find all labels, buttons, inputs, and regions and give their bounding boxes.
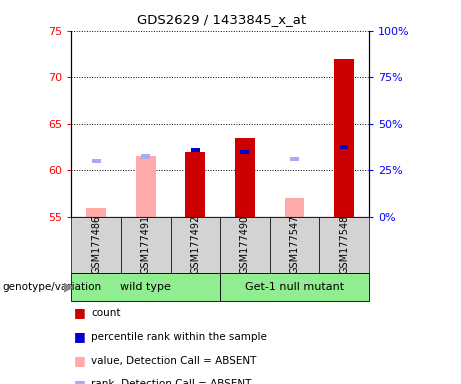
- Text: GSM177490: GSM177490: [240, 215, 250, 274]
- Text: ▶: ▶: [64, 281, 73, 293]
- Bar: [241, 150, 249, 154]
- Text: genotype/variation: genotype/variation: [2, 282, 101, 292]
- Bar: [235, 138, 255, 217]
- Bar: [284, 199, 304, 217]
- Text: percentile rank within the sample: percentile rank within the sample: [91, 332, 267, 342]
- Text: GDS2629 / 1433845_x_at: GDS2629 / 1433845_x_at: [137, 13, 306, 26]
- Text: rank, Detection Call = ABSENT: rank, Detection Call = ABSENT: [91, 379, 252, 384]
- Bar: [92, 159, 100, 163]
- Text: GSM177547: GSM177547: [290, 215, 300, 275]
- Text: count: count: [91, 308, 121, 318]
- Text: ■: ■: [74, 306, 85, 319]
- Bar: [121, 217, 171, 273]
- Text: ■: ■: [74, 330, 85, 343]
- Bar: [71, 217, 121, 273]
- Text: GSM177492: GSM177492: [190, 215, 201, 275]
- Bar: [142, 154, 150, 159]
- Bar: [136, 156, 156, 217]
- Bar: [71, 273, 220, 301]
- Bar: [334, 59, 354, 217]
- Bar: [290, 157, 299, 161]
- Bar: [86, 208, 106, 217]
- Bar: [340, 145, 349, 149]
- Bar: [185, 152, 205, 217]
- Text: ■: ■: [74, 354, 85, 367]
- Text: GSM177491: GSM177491: [141, 215, 151, 274]
- Bar: [191, 148, 200, 152]
- Text: ■: ■: [74, 378, 85, 384]
- Text: GSM177486: GSM177486: [91, 215, 101, 274]
- Bar: [171, 217, 220, 273]
- Bar: [220, 217, 270, 273]
- Text: wild type: wild type: [120, 282, 171, 292]
- Text: Get-1 null mutant: Get-1 null mutant: [245, 282, 344, 292]
- Text: GSM177548: GSM177548: [339, 215, 349, 275]
- Bar: [220, 273, 369, 301]
- Bar: [319, 217, 369, 273]
- Text: value, Detection Call = ABSENT: value, Detection Call = ABSENT: [91, 356, 257, 366]
- Bar: [270, 217, 319, 273]
